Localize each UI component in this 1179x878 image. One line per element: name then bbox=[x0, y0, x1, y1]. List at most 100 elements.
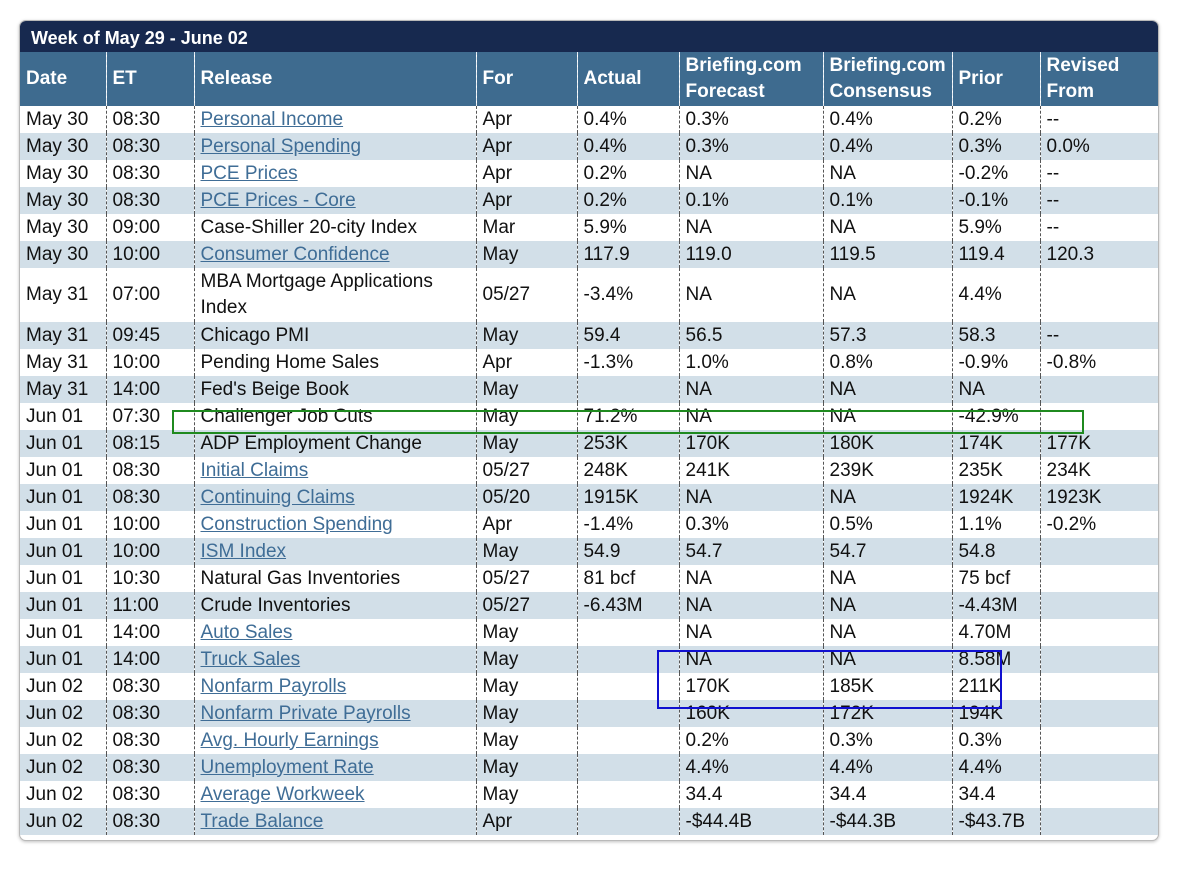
table-row: Jun 02 08:30 Average Workweek May 34.4 34.4 34… bbox=[20, 781, 1158, 808]
cell-prior: 194K bbox=[951, 700, 1040, 727]
cell-et: 09:45 bbox=[105, 322, 194, 349]
cell-release: Avg. Hourly Earnings bbox=[193, 727, 476, 754]
cell-revised: -0.8% bbox=[1039, 349, 1158, 376]
release-link[interactable]: PCE Prices bbox=[200, 162, 298, 184]
cell-forecast: 54.7 bbox=[678, 538, 823, 565]
cell-revised: -- bbox=[1039, 187, 1158, 214]
cell-prior: 0.2% bbox=[951, 106, 1040, 133]
cell-actual bbox=[576, 754, 679, 781]
release-link[interactable]: Construction Spending bbox=[200, 513, 393, 535]
cell-consensus: 0.5% bbox=[822, 511, 952, 538]
cell-prior: -0.1% bbox=[951, 187, 1040, 214]
table-row: May 30 08:30 PCE Prices - Core Apr 0.2% 0.1% 0… bbox=[20, 187, 1158, 214]
cell-for: May bbox=[475, 754, 577, 781]
cell-release: Unemployment Rate bbox=[193, 754, 476, 781]
cell-consensus: 0.4% bbox=[822, 133, 952, 160]
cell-date: Jun 02 bbox=[26, 729, 84, 751]
cell-forecast: 0.2% bbox=[678, 727, 823, 754]
header-release: Release bbox=[193, 52, 476, 106]
release-link[interactable]: Initial Claims bbox=[200, 459, 309, 481]
cell-for: May bbox=[475, 322, 577, 349]
header-for: For bbox=[475, 52, 577, 106]
cell-et: 10:00 bbox=[105, 511, 194, 538]
cell-prior: 75 bcf bbox=[951, 565, 1040, 592]
cell-release: Truck Sales bbox=[193, 646, 476, 673]
cell-for: 05/27 bbox=[475, 565, 577, 592]
cell-for: May bbox=[475, 241, 577, 268]
cell-prior: 211K bbox=[951, 673, 1040, 700]
release-link[interactable]: Nonfarm Payrolls bbox=[200, 675, 347, 697]
release-link[interactable]: Personal Spending bbox=[200, 135, 362, 157]
cell-et: 08:30 bbox=[105, 754, 194, 781]
cell-consensus: 180K bbox=[822, 430, 952, 457]
release-link[interactable]: PCE Prices - Core bbox=[200, 189, 356, 211]
cell-for: Mar bbox=[475, 214, 577, 241]
cell-release: Crude Inventories bbox=[193, 592, 476, 619]
release-link[interactable]: Consumer Confidence bbox=[200, 243, 390, 265]
cell-et: 10:30 bbox=[105, 565, 194, 592]
cell-date: May 30 bbox=[26, 135, 89, 157]
cell-revised bbox=[1039, 376, 1158, 403]
cell-prior: NA bbox=[951, 376, 1040, 403]
header-date: Date bbox=[26, 68, 68, 89]
cell-revised: -- bbox=[1039, 322, 1158, 349]
release-link[interactable]: Average Workweek bbox=[200, 783, 365, 805]
cell-for: 05/27 bbox=[475, 457, 577, 484]
cell-date: Jun 01 bbox=[26, 486, 84, 508]
cell-forecast: 1.0% bbox=[678, 349, 823, 376]
cell-for: 05/20 bbox=[475, 484, 577, 511]
cell-prior: 4.4% bbox=[951, 754, 1040, 781]
release-link[interactable]: Personal Income bbox=[200, 108, 344, 130]
release-link[interactable]: ISM Index bbox=[200, 540, 287, 562]
cell-for: May bbox=[475, 700, 577, 727]
cell-date: Jun 01 bbox=[26, 540, 84, 562]
table-row: Jun 02 08:30 Avg. Hourly Earnings May 0.2% 0.… bbox=[20, 727, 1158, 754]
release-link[interactable]: Nonfarm Private Payrolls bbox=[200, 702, 411, 724]
cell-release: Consumer Confidence bbox=[193, 241, 476, 268]
header-revised-line2: From bbox=[1046, 81, 1095, 102]
cell-actual: 0.2% bbox=[576, 187, 679, 214]
cell-prior: 174K bbox=[951, 430, 1040, 457]
cell-for: May bbox=[475, 781, 577, 808]
table-row: May 31 14:00 Fed's Beige Book May NA NA NA bbox=[20, 376, 1158, 403]
cell-date: Jun 01 bbox=[26, 594, 84, 616]
table-row: Jun 02 08:30 Unemployment Rate May 4.4% 4.4% 4… bbox=[20, 754, 1158, 781]
cell-actual: 71.2% bbox=[576, 403, 679, 430]
cell-consensus: NA bbox=[822, 565, 952, 592]
cell-release: Initial Claims bbox=[193, 457, 476, 484]
cell-prior: 1924K bbox=[951, 484, 1040, 511]
table-row: May 31 07:00 MBA Mortgage Applications Ind… bbox=[20, 268, 1158, 322]
cell-prior: 58.3 bbox=[951, 322, 1040, 349]
cell-date: Jun 01 bbox=[26, 513, 84, 535]
table-row: May 30 08:30 Personal Spending Apr 0.4% 0.3% 0… bbox=[20, 133, 1158, 160]
cell-consensus: NA bbox=[822, 214, 952, 241]
cell-date: May 31 bbox=[26, 324, 89, 346]
cell-actual bbox=[576, 781, 679, 808]
cell-actual: 54.9 bbox=[576, 538, 679, 565]
cell-for: May bbox=[475, 619, 577, 646]
cell-forecast: 34.4 bbox=[678, 781, 823, 808]
release-link[interactable]: Trade Balance bbox=[200, 810, 324, 832]
cell-forecast: 0.3% bbox=[678, 133, 823, 160]
cell-et: 08:30 bbox=[105, 106, 194, 133]
cell-date: May 30 bbox=[26, 189, 89, 211]
cell-release: PCE Prices - Core bbox=[193, 187, 476, 214]
release-link[interactable]: Avg. Hourly Earnings bbox=[200, 729, 379, 751]
cell-actual: -3.4% bbox=[576, 268, 679, 322]
cell-release: PCE Prices bbox=[193, 160, 476, 187]
release-link[interactable]: Truck Sales bbox=[200, 648, 301, 670]
cell-actual bbox=[576, 673, 679, 700]
release-link[interactable]: Auto Sales bbox=[200, 621, 293, 643]
cell-forecast: 0.3% bbox=[678, 106, 823, 133]
cell-revised: -- bbox=[1039, 106, 1158, 133]
cell-revised bbox=[1039, 403, 1158, 430]
cell-date: Jun 02 bbox=[26, 810, 84, 832]
cell-revised: 120.3 bbox=[1039, 241, 1158, 268]
cell-prior: -4.43M bbox=[951, 592, 1040, 619]
cell-consensus: NA bbox=[822, 160, 952, 187]
release-link[interactable]: Unemployment Rate bbox=[200, 756, 374, 778]
cell-forecast: 119.0 bbox=[678, 241, 823, 268]
cell-revised bbox=[1039, 727, 1158, 754]
release-link[interactable]: Continuing Claims bbox=[200, 486, 355, 508]
cell-prior: 235K bbox=[951, 457, 1040, 484]
